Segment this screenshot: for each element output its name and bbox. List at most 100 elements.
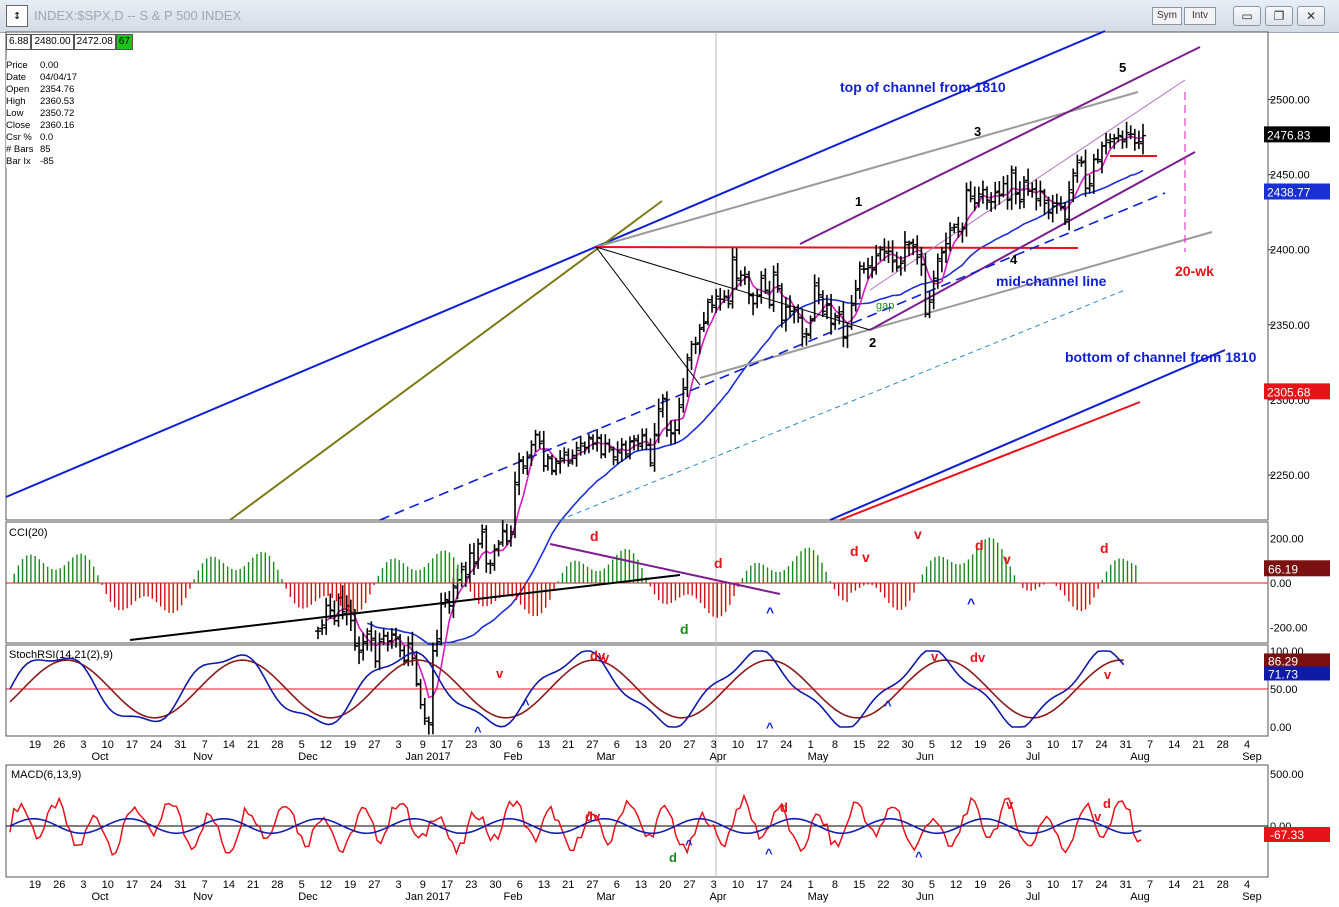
data-window-row: High 2360.53 — [6, 96, 77, 108]
price-bar — [561, 447, 568, 464]
data-window-row: Low 2350.72 — [6, 108, 77, 120]
cci-axis-label: 0.00 — [1270, 578, 1291, 590]
price-bar — [1107, 133, 1114, 149]
xaxis-top-day-label: 24 — [1095, 739, 1107, 751]
macd-tag: -67.33 — [1270, 828, 1304, 842]
xaxis-top-day-label: 3 — [80, 739, 86, 751]
data-window-key: # Bars — [6, 144, 34, 155]
xaxis-top-day-label: 26 — [53, 739, 65, 751]
cci-trend-line — [129, 574, 681, 641]
xaxis-bottom-day-label: 9 — [420, 879, 426, 891]
xaxis-bottom-month-label: Aug — [1130, 891, 1150, 903]
xaxis-bottom-month-label: Sep — [1242, 891, 1262, 903]
price-bar — [807, 315, 814, 340]
xaxis-bottom-day-label: 12 — [950, 879, 962, 891]
price-bar — [524, 451, 531, 475]
xaxis-bottom-day-label: 4 — [1244, 879, 1250, 891]
intv-button[interactable]: Intv — [1184, 7, 1216, 25]
price-bar — [745, 270, 752, 305]
purple-upper-line — [799, 46, 1201, 245]
minimize-button[interactable]: ▭ — [1233, 6, 1261, 26]
price-bar — [758, 271, 765, 304]
xaxis-bottom-month-label: Dec — [298, 891, 318, 903]
price-bar — [799, 308, 806, 347]
data-window-row: Csr % 0.0 — [6, 132, 77, 144]
xaxis-top-day-label: 5 — [929, 739, 935, 751]
price-bar — [626, 436, 633, 460]
xaxis-bottom-day-label: 17 — [756, 879, 768, 891]
cci-annotation: d — [1100, 540, 1109, 556]
cci-title: CCI(20) — [9, 527, 48, 539]
stochrsi-panel-frame — [5, 644, 1269, 737]
xaxis-top-month-label: Jun — [916, 751, 934, 763]
xaxis-bottom-day-label: 15 — [853, 879, 865, 891]
xaxis-top-day-label: 17 — [441, 739, 453, 751]
price-bar — [1123, 121, 1130, 149]
xaxis-top-day-label: 20 — [659, 739, 671, 751]
xaxis-top-day-label: 4 — [1244, 739, 1250, 751]
xaxis-top-day-label: 12 — [320, 739, 332, 751]
wave-label-1: 1 — [855, 194, 862, 209]
price-bar — [499, 520, 506, 547]
price-bar — [926, 290, 933, 319]
data-window-value: -85 — [40, 156, 54, 167]
quote-left: 6.88 — [6, 34, 32, 50]
price-bar — [1119, 130, 1126, 149]
data-window-row: Open 2354.76 — [6, 84, 77, 96]
xaxis-bottom-day-label: 27 — [683, 879, 695, 891]
xaxis-bottom-day-label: 13 — [635, 879, 647, 891]
stoch-axis-label: 50.00 — [1270, 684, 1298, 696]
xaxis-bottom-month-label: Jan 2017 — [405, 891, 450, 903]
xaxis-top-month-label: Jul — [1026, 751, 1040, 763]
price-bar — [1078, 156, 1085, 167]
xaxis-bottom-day-label: 14 — [1168, 879, 1180, 891]
price-bar — [384, 631, 391, 652]
cci-purple-line — [549, 543, 781, 595]
data-window-value: 2350.72 — [40, 108, 75, 119]
cci-annotation: ^ — [766, 604, 774, 620]
data-window-key: Low — [6, 108, 24, 119]
xaxis-top-month-label: Sep — [1242, 751, 1262, 763]
price-bar — [848, 294, 855, 330]
stoch-title: StochRSI(14,21(2),9) — [9, 649, 113, 661]
price-bar — [856, 261, 863, 299]
xaxis-top-day-label: 6 — [517, 739, 523, 751]
stoch-annotation: ^ — [474, 724, 482, 739]
price-bar — [610, 446, 617, 466]
price-bar — [1070, 168, 1077, 203]
chart-app-icon[interactable]: ↕ — [6, 5, 28, 27]
price-bar — [659, 394, 666, 418]
data-window-value: 85 — [40, 144, 51, 155]
price-bar — [709, 295, 716, 313]
price-bar — [700, 311, 707, 332]
stoch-axis-label: 0.00 — [1270, 722, 1291, 734]
price-bar — [450, 577, 457, 618]
xaxis-bottom-day-label: 14 — [223, 879, 235, 891]
xaxis-bottom-month-label: Jul — [1026, 891, 1040, 903]
price-bar — [951, 223, 958, 234]
close-button[interactable]: ✕ — [1297, 6, 1325, 26]
sym-button[interactable]: Sym — [1152, 7, 1182, 25]
xaxis-bottom-day-label: 17 — [441, 879, 453, 891]
xaxis-top-day-label: 27 — [368, 739, 380, 751]
restore-button[interactable]: ❐ — [1265, 6, 1293, 26]
price-bar — [1020, 176, 1027, 209]
xaxis-top-day-label: 9 — [420, 739, 426, 751]
price-bar — [676, 397, 683, 435]
xaxis-bottom-day-label: 3 — [80, 879, 86, 891]
price-bar — [548, 454, 555, 475]
price-bar — [622, 440, 629, 459]
price-tag-bg — [1264, 383, 1330, 400]
price-bar — [1041, 188, 1048, 215]
stoch-tag-1: 86.29 — [1268, 654, 1298, 668]
stoch-annotation: ^ — [766, 720, 774, 735]
annotation-gap: gap — [876, 300, 894, 312]
macd-axis-label: 500.00 — [1270, 769, 1304, 781]
price-bar — [614, 441, 621, 465]
red-horizontal-line — [595, 246, 1079, 249]
xaxis-bottom-day-label: 22 — [877, 879, 889, 891]
data-window-row: Bar Ix -85 — [6, 156, 77, 168]
price-bar — [729, 247, 736, 309]
price-bar — [553, 457, 560, 476]
xaxis-bottom-day-label: 12 — [320, 879, 332, 891]
